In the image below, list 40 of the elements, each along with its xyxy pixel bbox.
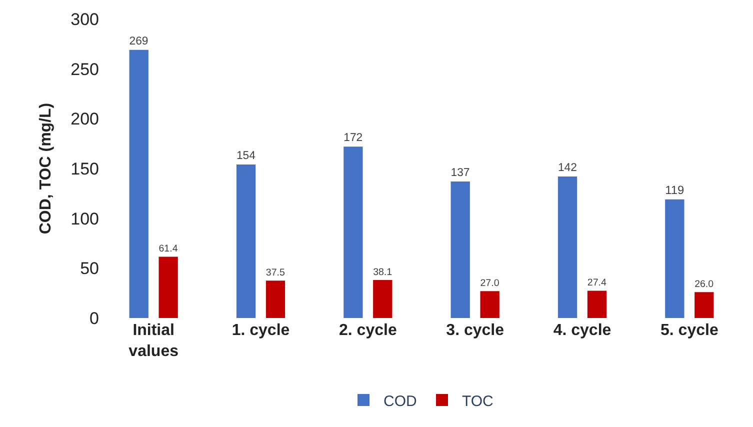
data-label: 269 <box>129 35 148 48</box>
bar <box>344 146 363 318</box>
y-tick-label: 250 <box>70 60 99 79</box>
y-axis-title: COD, TOC (mg/L) <box>38 102 55 234</box>
legend-label: COD <box>384 392 417 410</box>
bar <box>266 280 286 318</box>
x-tick-label: 4. cycle <box>553 322 612 339</box>
bar <box>158 256 178 318</box>
data-label: 119 <box>665 182 684 197</box>
data-label: 37.5 <box>266 268 286 279</box>
x-tick-label: 3. cycle <box>446 322 504 339</box>
data-label: 27.4 <box>587 278 607 289</box>
bar <box>236 164 256 318</box>
y-tick-label: 200 <box>70 110 99 129</box>
bar <box>450 181 470 318</box>
data-label: 154 <box>236 150 256 162</box>
x-tick-label: 2. cycle <box>339 322 397 339</box>
data-label: 27.0 <box>480 278 500 289</box>
y-tick-label: 100 <box>70 209 99 228</box>
x-tick-label: Initial values <box>128 322 179 360</box>
data-label: 172 <box>344 132 363 144</box>
bar <box>694 292 714 318</box>
x-tick-label: 5. cycle <box>660 322 718 339</box>
data-label: 142 <box>558 162 577 174</box>
y-tick-label: 50 <box>80 259 99 278</box>
y-tick-label: 150 <box>70 159 99 178</box>
x-tick-label: 1. cycle <box>232 322 290 339</box>
data-label: 26.0 <box>694 278 714 290</box>
bar <box>373 280 392 318</box>
bar <box>587 290 607 318</box>
bar <box>480 291 500 318</box>
data-label: 137 <box>450 167 470 180</box>
bar <box>558 176 578 318</box>
y-tick-label: 300 <box>70 10 99 29</box>
data-label: 61.4 <box>158 244 178 255</box>
legend-label: TOC <box>462 392 494 410</box>
y-tick-label: 0 <box>90 308 99 328</box>
data-label: 38.1 <box>373 266 392 278</box>
bar <box>129 50 148 318</box>
bar <box>665 199 684 318</box>
